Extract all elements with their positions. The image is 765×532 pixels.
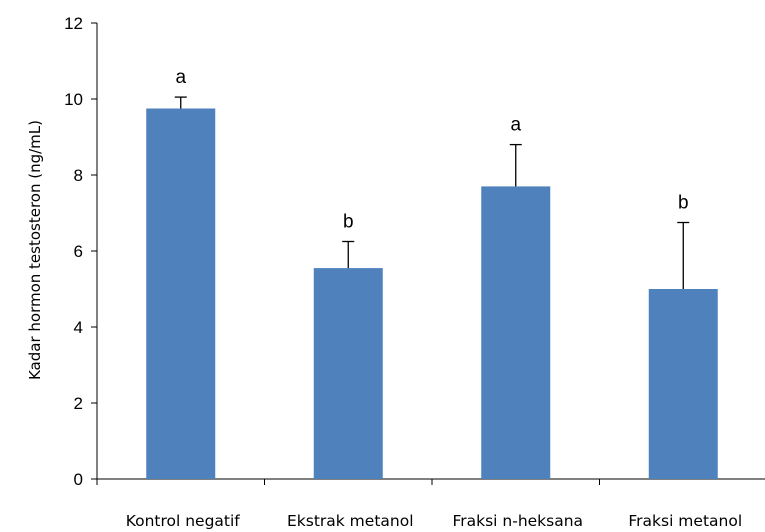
x-tick-label: Kontrol negatif (126, 512, 241, 530)
bar (481, 186, 551, 479)
significance-label: b (678, 193, 689, 214)
data-labels: a b a b (175, 67, 688, 232)
x-tick-label: Fraksi n-heksana (452, 512, 583, 530)
y-tick-label: 4 (74, 318, 83, 337)
y-tick-labels: 0 2 4 6 8 10 12 (64, 14, 83, 489)
y-tick-label: 0 (74, 470, 83, 489)
y-tick-label: 10 (64, 90, 83, 109)
bar (146, 108, 216, 479)
x-tick-labels: Kontrol negatif Ekstrak metanol Fraksi n-h… (126, 512, 742, 530)
bars (146, 108, 718, 479)
significance-label: a (175, 67, 186, 88)
significance-label: a (510, 115, 521, 136)
y-tick-label: 6 (74, 242, 83, 261)
bar (648, 289, 718, 479)
bar (313, 268, 383, 479)
y-tick-label: 12 (64, 14, 83, 33)
x-tick-label: Fraksi metanol (628, 512, 742, 530)
y-axis-title: Kadar hormon testosteron (ng/mL) (26, 120, 44, 380)
y-tick-label: 8 (74, 166, 83, 185)
significance-label: b (343, 212, 354, 233)
x-tick-label: Ekstrak metanol (287, 512, 414, 530)
y-tick-label: 2 (74, 394, 83, 413)
error-bars (174, 96, 690, 289)
